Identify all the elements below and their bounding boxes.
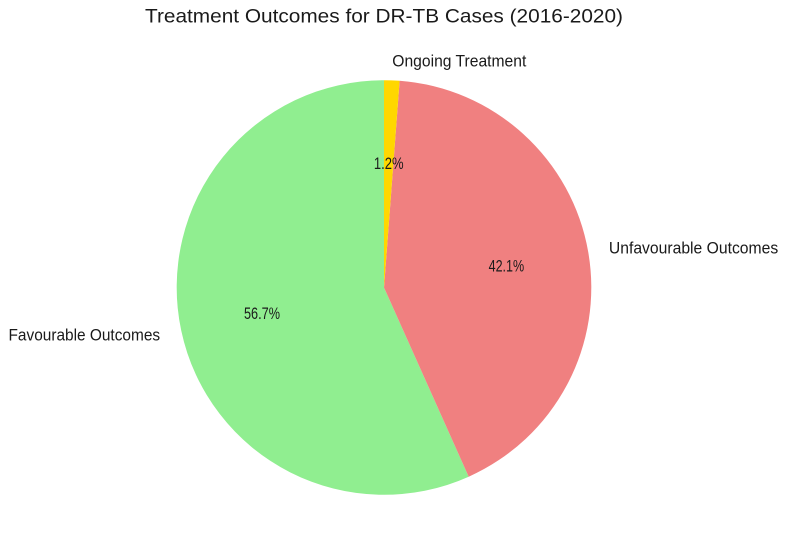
svg-text:Treatment Outcomes for DR-TB C: Treatment Outcomes for DR-TB Cases (2016… — [145, 6, 623, 28]
svg-text:42.1%: 42.1% — [489, 258, 525, 276]
svg-text:Favourable Outcomes: Favourable Outcomes — [9, 327, 161, 345]
svg-text:1.2%: 1.2% — [374, 155, 404, 173]
svg-text:Ongoing Treatment: Ongoing Treatment — [392, 52, 526, 70]
svg-text:56.7%: 56.7% — [244, 305, 280, 323]
svg-text:Unfavourable Outcomes: Unfavourable Outcomes — [609, 240, 778, 258]
